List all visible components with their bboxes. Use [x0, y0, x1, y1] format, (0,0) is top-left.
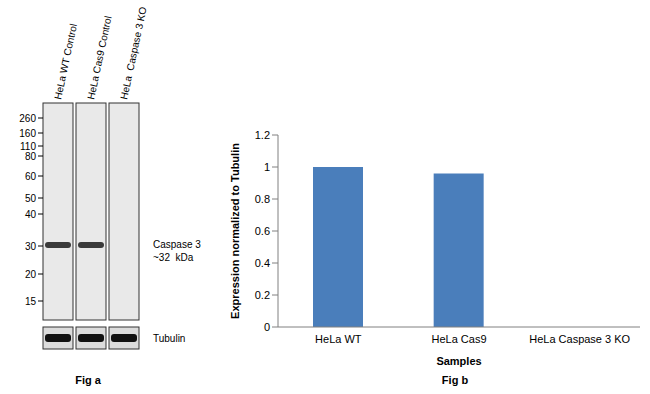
svg-text:160: 160: [19, 128, 36, 139]
svg-text:40: 40: [25, 209, 37, 220]
svg-text:260: 260: [19, 113, 36, 124]
svg-text:Fig b: Fig b: [442, 374, 469, 386]
svg-text:60: 60: [25, 171, 37, 182]
svg-text:1.2: 1.2: [255, 129, 270, 141]
svg-text:80: 80: [25, 151, 37, 162]
svg-text:Caspase 3: Caspase 3: [153, 239, 201, 250]
svg-text:HeLa Cas9 Control: HeLa Cas9 Control: [85, 15, 113, 100]
svg-text:HeLa WT: HeLa WT: [315, 333, 362, 345]
svg-text:~32 kDa: ~32 kDa: [153, 252, 194, 263]
svg-text:0.2: 0.2: [255, 289, 270, 301]
svg-text:HeLa Cas9: HeLa Cas9: [431, 333, 486, 345]
svg-text:0.8: 0.8: [255, 193, 270, 205]
svg-text:50: 50: [25, 193, 37, 204]
svg-text:20: 20: [25, 269, 37, 280]
svg-text:0.4: 0.4: [255, 257, 270, 269]
svg-text:30: 30: [25, 241, 37, 252]
svg-text:1: 1: [264, 161, 270, 173]
svg-text:0.6: 0.6: [255, 225, 270, 237]
svg-text:HeLa Caspase 3 KO: HeLa Caspase 3 KO: [529, 333, 630, 345]
svg-text:15: 15: [25, 296, 37, 307]
svg-text:0: 0: [264, 321, 270, 333]
svg-text:HeLa Caspase 3 KO: HeLa Caspase 3 KO: [118, 5, 148, 100]
svg-text:110: 110: [20, 141, 36, 152]
svg-text:Tubulin: Tubulin: [153, 333, 185, 344]
svg-text:Fig a: Fig a: [75, 374, 102, 386]
svg-text:Expression normalized to Tubul: Expression normalized to Tubulin: [229, 143, 241, 319]
svg-text:HeLa WT Control: HeLa WT Control: [52, 23, 79, 101]
svg-text:Samples: Samples: [436, 355, 481, 367]
